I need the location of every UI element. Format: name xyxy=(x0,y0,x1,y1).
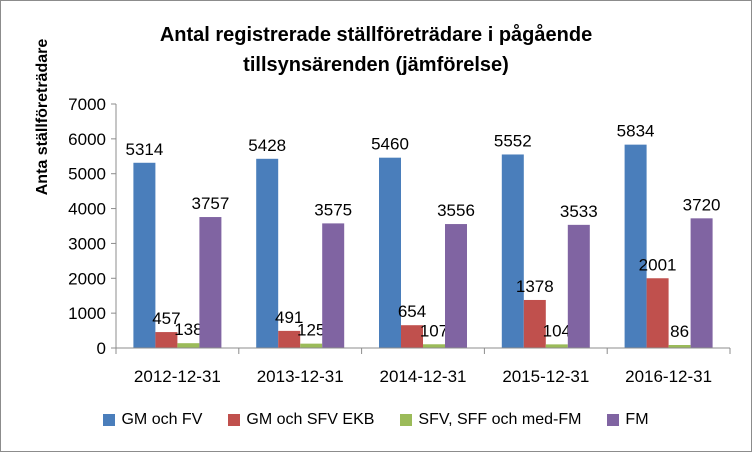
legend-swatch xyxy=(400,414,413,426)
legend-item: SFV, SFF och med-FM xyxy=(400,411,581,429)
data-label: 491 xyxy=(275,308,303,327)
data-label: 3533 xyxy=(560,202,598,221)
x-tick-label: 2013-12-31 xyxy=(257,367,344,386)
data-label: 1378 xyxy=(516,277,554,296)
data-label: 5428 xyxy=(248,136,286,155)
x-tick-label: 2015-12-31 xyxy=(502,367,589,386)
bar xyxy=(256,158,279,348)
data-label: 125 xyxy=(297,321,325,340)
bar xyxy=(278,330,301,348)
bar xyxy=(624,144,647,348)
data-label: 3757 xyxy=(191,194,229,213)
legend-item: FM xyxy=(607,411,649,429)
data-label: 3720 xyxy=(683,195,721,214)
data-label: 3556 xyxy=(437,201,475,220)
chart-title: Antal registrerade ställföreträdare i på… xyxy=(159,24,593,76)
data-label: 86 xyxy=(670,322,689,341)
bar xyxy=(401,325,423,348)
y-tick-label: 4000 xyxy=(68,200,106,219)
data-label: 5314 xyxy=(125,140,163,159)
bar xyxy=(567,224,590,348)
bar xyxy=(690,218,713,348)
bar xyxy=(322,223,345,348)
bar xyxy=(646,278,669,348)
data-label: 104 xyxy=(543,321,571,340)
y-tick-label: 3000 xyxy=(68,234,106,253)
data-label: 138 xyxy=(174,320,202,339)
bar xyxy=(523,299,546,348)
y-tick-label: 2000 xyxy=(68,269,106,288)
data-label: 2001 xyxy=(639,255,677,274)
bar xyxy=(300,343,323,348)
bar xyxy=(379,157,401,348)
bar xyxy=(423,344,445,348)
data-label: 3575 xyxy=(314,200,352,219)
bar xyxy=(177,343,200,348)
data-label: 5460 xyxy=(371,135,409,154)
legend-swatch xyxy=(103,414,116,426)
legend-label: GM och FV xyxy=(121,411,203,428)
bar xyxy=(133,162,156,348)
legend-item: GM och SFV EKB xyxy=(228,411,374,429)
x-tick-label: 2014-12-31 xyxy=(380,367,467,386)
legend-label: SFV, SFF och med-FM xyxy=(418,411,582,428)
y-tick-label: 1000 xyxy=(68,304,106,323)
legend-item: GM och FV xyxy=(103,411,202,429)
legend: GM och FV GM och SFV EKB SFV, SFF och med-… xyxy=(0,408,752,432)
bar xyxy=(668,345,691,348)
data-label: 457 xyxy=(152,309,180,328)
data-label: 654 xyxy=(398,302,426,321)
y-tick-label: 7000 xyxy=(68,95,106,114)
bar xyxy=(545,344,568,348)
legend-swatch xyxy=(607,414,620,426)
bar xyxy=(501,154,524,348)
x-tick-label: 2012-12-31 xyxy=(134,367,221,386)
legend-swatch xyxy=(228,414,241,426)
y-tick-label: 0 xyxy=(97,339,106,358)
legend-label: GM och SFV EKB xyxy=(246,411,375,428)
legend-label: FM xyxy=(625,411,649,428)
bar xyxy=(155,332,178,348)
data-label: 5834 xyxy=(617,122,655,141)
x-tick-label: 2016-12-31 xyxy=(625,367,712,386)
bar xyxy=(445,224,467,348)
y-tick-label: 6000 xyxy=(68,130,106,149)
data-label: 5552 xyxy=(494,131,532,150)
bar xyxy=(199,217,222,348)
data-label: 107 xyxy=(420,321,448,340)
y-tick-label: 5000 xyxy=(68,165,106,184)
